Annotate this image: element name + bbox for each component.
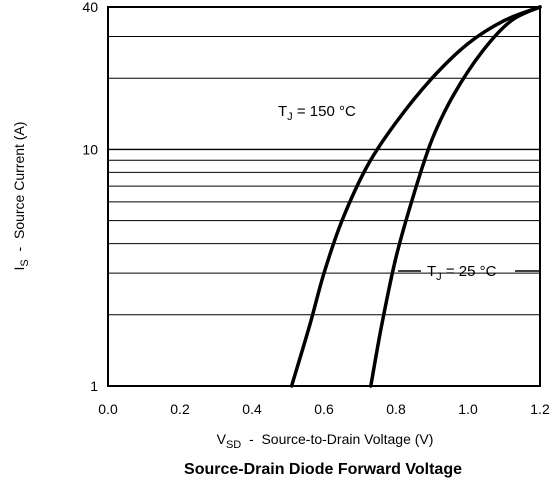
chart-title: Source-Drain Diode Forward Voltage xyxy=(184,461,462,478)
x-tick-label: 0.8 xyxy=(386,401,406,417)
x-tick-label: 1.2 xyxy=(530,401,550,417)
annotation-150c: TJ = 150 °C xyxy=(278,103,356,123)
x-tick-label: 0.0 xyxy=(98,401,118,417)
x-tick-label: 1.0 xyxy=(458,401,478,417)
x-tick-label: 0.6 xyxy=(314,401,334,417)
tick-labels: 0.0 0.2 0.4 0.6 0.8 1.0 1.2 1 10 40 xyxy=(82,0,550,417)
annotation-25c: TJ = 25 °C xyxy=(427,263,497,283)
x-tick-label: 0.4 xyxy=(242,401,262,417)
y-axis-label: IS - Source Current (A) xyxy=(11,122,31,271)
series-line-150c xyxy=(289,5,542,388)
series-layer xyxy=(289,5,542,388)
y-tick-label: 10 xyxy=(82,141,98,157)
x-tick-label: 0.2 xyxy=(170,401,190,417)
y-tick-label: 1 xyxy=(90,378,98,394)
series-line-25c xyxy=(369,5,542,388)
y-tick-label: 40 xyxy=(82,0,98,15)
x-axis-label: VSD - Source-to-Drain Voltage (V) xyxy=(217,431,434,451)
plot-frame xyxy=(107,6,541,387)
